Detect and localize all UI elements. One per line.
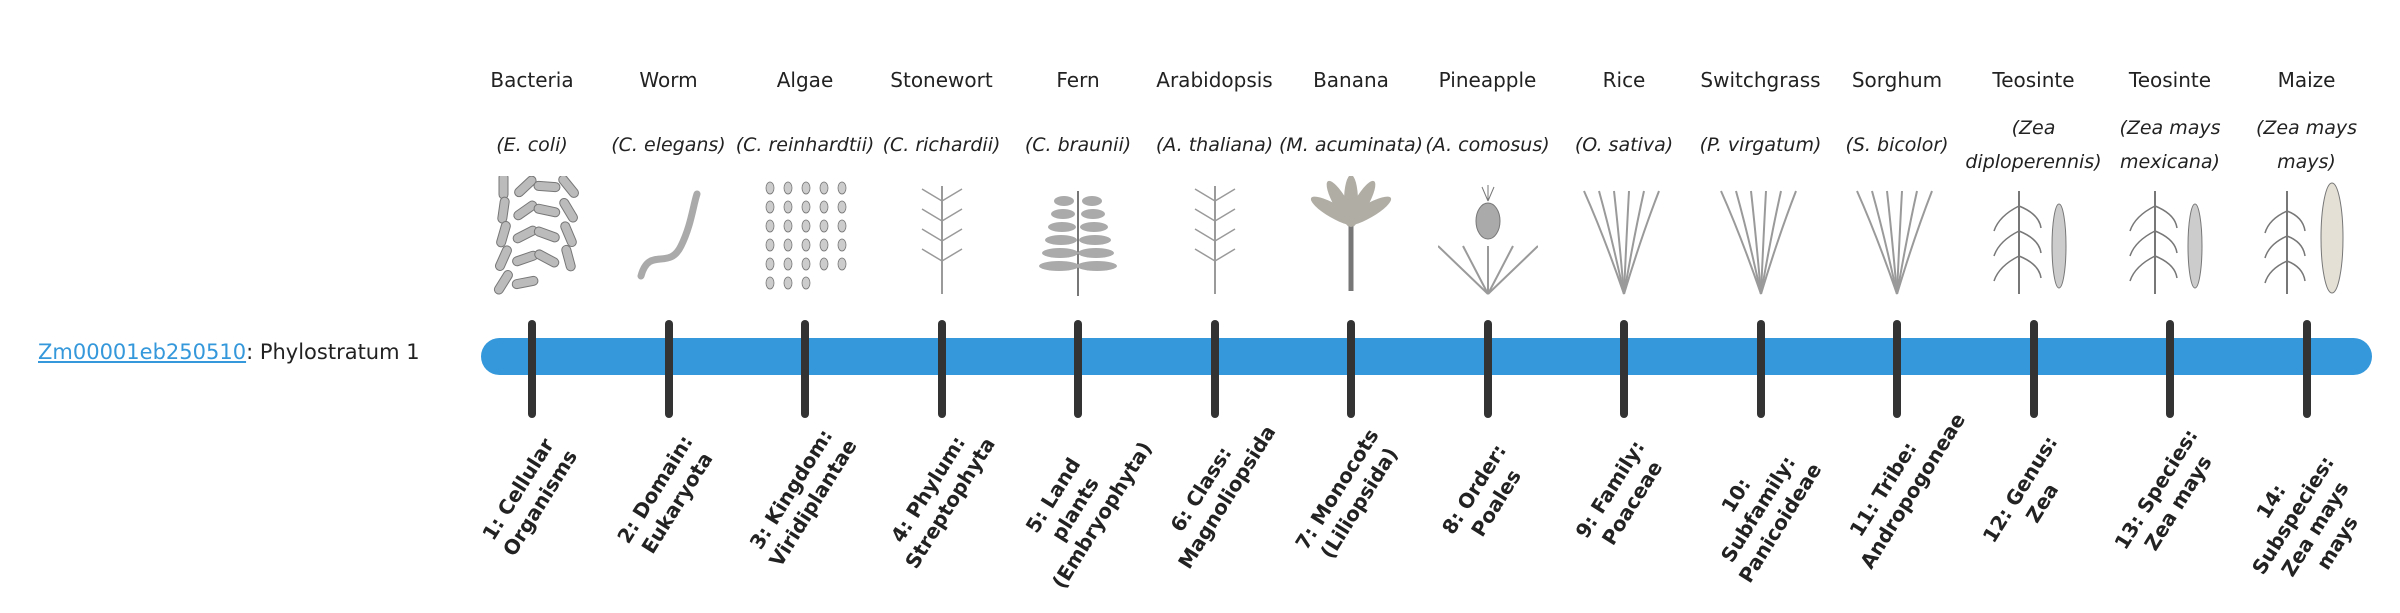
- common-name: Rice: [1602, 68, 1646, 92]
- common-name: Fern: [1056, 68, 1100, 92]
- taxonomic-rank-label: 5: Land plants (Embryophyta): [1020, 437, 1157, 593]
- stratum-tick: [1347, 320, 1355, 418]
- common-name: Switchgrass: [1700, 68, 1821, 92]
- scientific-name: (C. braunii): [1024, 134, 1132, 156]
- stratum-tick: [2166, 320, 2174, 418]
- taxonomic-rank-label: 3: Kingdom: Viridiplantae: [744, 424, 862, 571]
- scientific-name: (C. elegans): [611, 134, 726, 156]
- algae-illustration: [765, 181, 847, 290]
- taxonomic-rank-label: 8: Order: Poales: [1436, 439, 1526, 541]
- taxonomic-rank-label: 14: Subspecies: Zea mays mays: [2246, 451, 2363, 581]
- teosinte-mexicana-illustration: [2129, 191, 2203, 294]
- common-name: Stonewort: [890, 68, 993, 92]
- scientific-name: (S. bicolor): [1845, 134, 1949, 156]
- stratum-tick: [1074, 320, 1082, 418]
- stratum-tick: [2029, 320, 2038, 418]
- worm-illustration: [637, 190, 700, 280]
- taxonomic-rank-label: 11: Tribe: Andropogoneae: [1844, 408, 1971, 573]
- gene-label: Zm00001eb250510: Phylostratum 1: [38, 340, 420, 364]
- common-name: Maize: [2277, 68, 2336, 92]
- scientific-name: (P. virgatum): [1699, 134, 1822, 156]
- stratum-tick: [664, 320, 673, 418]
- common-name: Algae: [776, 68, 834, 92]
- stonewort-illustration: [921, 186, 962, 294]
- common-name: Banana: [1313, 68, 1389, 92]
- stratum-tick: [1756, 320, 1765, 418]
- taxonomic-rank-label: 10: Subfamily: Panicoideae: [1715, 451, 1826, 587]
- scientific-name: (Zea mays mexicana): [2119, 117, 2221, 173]
- scientific-name: (C. reinhardtii): [735, 134, 875, 156]
- common-name: Teosinte: [1992, 68, 2075, 92]
- taxonomic-rank-label: 6: Class: Magnoliopsida: [1164, 421, 1280, 573]
- scientific-name: (O. sativa): [1574, 134, 1674, 156]
- stratum-tick: [937, 320, 946, 418]
- gene-link[interactable]: Zm00001eb250510: [38, 340, 247, 364]
- common-name: Arabidopsis: [1156, 68, 1273, 92]
- stratum-tick: [528, 320, 536, 418]
- common-name: Teosinte: [2128, 68, 2212, 92]
- stratum-tick: [2302, 320, 2311, 418]
- stratum-tick: [1483, 320, 1492, 418]
- arabidopsis-illustration: [1194, 186, 1235, 294]
- common-name: Sorghum: [1851, 68, 1943, 92]
- common-name: Pineapple: [1438, 68, 1537, 92]
- scientific-name: (A. comosus): [1425, 134, 1550, 156]
- taxonomic-rank-label: 9: Family: Poaceae: [1570, 435, 1668, 550]
- scientific-name: (Zea diploperennis): [1965, 117, 2102, 173]
- scientific-name: (E. coli): [496, 134, 568, 156]
- common-name: Worm: [639, 68, 698, 92]
- stratum-tick: [1893, 320, 1901, 418]
- stratum-tick: [1620, 320, 1628, 418]
- teosinte-illustration: [1992, 191, 2066, 294]
- phylostrata-bar: [481, 338, 2372, 375]
- scientific-name: (Zea mays mays): [2255, 117, 2358, 173]
- stratum-tick: [1210, 320, 1219, 418]
- scientific-name: (A. thaliana): [1155, 134, 1274, 156]
- pineapple-illustration: [1437, 185, 1538, 295]
- fern-illustration: [1039, 191, 1117, 296]
- common-name: Bacteria: [490, 68, 574, 92]
- scientific-name: (M. acuminata): [1279, 134, 1423, 156]
- scientific-name: (C. richardii): [882, 134, 1001, 156]
- rice-illustration: [1583, 190, 1660, 295]
- taxonomic-rank-label: 7: Monocots (Liliopsida): [1290, 424, 1403, 563]
- stratum-tick: [801, 320, 809, 418]
- sorghum-illustration: [1856, 190, 1933, 295]
- taxonomic-rank-label: 2: Domain: Eukaryota: [611, 430, 718, 558]
- bacteria-illustration: [493, 176, 579, 295]
- banana-illustration: [1310, 176, 1392, 291]
- taxonomic-rank-label: 13: Species: Zea mays: [2109, 424, 2217, 555]
- taxonomic-rank-label: 12: Genus: Zea: [1977, 431, 2063, 547]
- taxonomic-rank-label: 4: Phylum: Streptophyta: [885, 431, 1000, 573]
- switchgrass-illustration: [1719, 190, 1797, 295]
- maize-illustration: [2263, 182, 2343, 294]
- phylostratum-text: : Phylostratum 1: [246, 340, 420, 364]
- taxonomic-rank-label: 1: Cellular Organisms: [477, 433, 583, 561]
